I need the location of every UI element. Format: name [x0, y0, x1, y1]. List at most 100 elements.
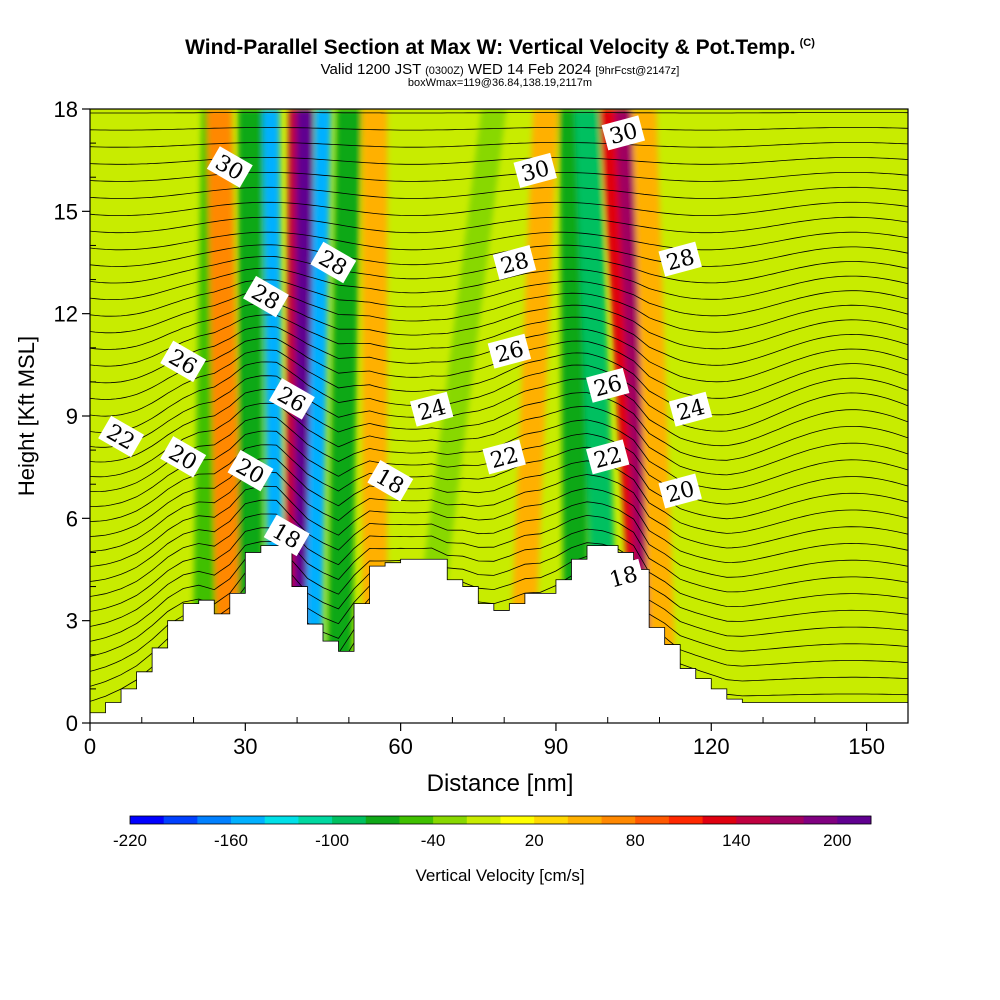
y-axis-title: Height [Kft MSL]: [14, 336, 39, 496]
contour-label-bg: [268, 378, 315, 420]
theta-contour-line: [90, 142, 908, 148]
colorbar-swatch: [500, 816, 535, 824]
theta-contour-line: [90, 568, 908, 657]
theta-contour-line: [90, 361, 908, 434]
theta-contour-line: [90, 402, 908, 478]
theta-contour-line: [90, 349, 908, 417]
y-tick-label: 3: [66, 609, 78, 634]
theta-contour-line: [90, 291, 908, 334]
colorbar-swatch: [399, 816, 434, 824]
contour-label-bg: [160, 340, 207, 383]
contour-label: 24: [668, 391, 713, 427]
colorbar-swatch: [130, 816, 165, 824]
terrain: [90, 545, 908, 723]
theta-contour-line: [90, 375, 908, 448]
colorbar-label: Vertical Velocity [cm/s]: [415, 866, 584, 885]
colorbar-swatch: [163, 816, 198, 824]
valid-time: Valid 1200 JST: [320, 61, 421, 78]
contour-label-bg: [263, 514, 310, 557]
colorbar-swatch: [601, 816, 636, 824]
theta-contour-line: [90, 216, 908, 234]
contour-label-bg: [585, 439, 630, 475]
contour-label: 20: [160, 436, 207, 478]
colorbar-swatch: [702, 816, 737, 824]
theta-contour-line: [90, 554, 908, 642]
colorbar-swatch: [567, 816, 602, 824]
colorbar-swatch: [264, 816, 299, 824]
colorbar-swatch: [466, 816, 501, 824]
theta-contour-line: [90, 314, 908, 367]
contour-label-bg: [601, 115, 646, 151]
colorbar-swatch: [803, 816, 838, 824]
y-tick-label: 6: [66, 506, 78, 531]
title-copyright-tag: (C): [799, 37, 815, 49]
contour-label-bg: [160, 436, 207, 478]
colorbar-tick-label: 20: [525, 831, 544, 850]
colorbar-tick-label: -220: [113, 831, 147, 850]
theta-contour-line: [90, 485, 908, 567]
contour-label-bg: [585, 367, 630, 403]
chart-title: Wind-Parallel Section at Max W: Vertical…: [0, 36, 1000, 60]
colorbar-tick-label: 80: [626, 831, 645, 850]
colorbar-swatch: [365, 816, 400, 824]
colorbar-frame: [129, 815, 872, 825]
colorbar-swatch: [433, 816, 468, 824]
contour-label: 22: [482, 439, 526, 475]
contour-label-bg: [487, 333, 532, 369]
colorbar-swatch: [298, 816, 333, 824]
colorbar-tick-label: 200: [823, 831, 851, 850]
y-tick-label: 9: [66, 404, 78, 429]
theta-contour-line: [90, 127, 908, 131]
x-tick-label: 0: [84, 734, 96, 759]
contour-label-bg: [658, 241, 702, 277]
colorbar-swatch: [197, 816, 232, 824]
contour-label-bg: [367, 460, 414, 502]
colorbar-swatch: [332, 816, 367, 824]
theta-contour-line: [90, 527, 908, 612]
chart-subtitle: Valid 1200 JST (0300Z) WED 14 Feb 2024 […: [0, 61, 1000, 78]
x-tick-label: 60: [388, 734, 412, 759]
x-tick-label: 150: [848, 734, 885, 759]
contour-label-bg: [492, 245, 537, 280]
colorbar-tick-label: 140: [722, 831, 750, 850]
contour-label: 28: [658, 241, 702, 277]
contour-label-bg: [98, 415, 145, 458]
colorbar-swatch: [736, 816, 771, 824]
theta-contour-line: [90, 513, 908, 597]
y-tick-label: 18: [54, 97, 78, 122]
theta-contour-line: [90, 499, 908, 582]
colorbar-tick-label: -100: [315, 831, 349, 850]
contour-label-bg: [513, 152, 557, 188]
colorbar-tick-label: -160: [214, 831, 248, 850]
theta-contour-line: [90, 267, 908, 300]
theta-contour-line: [90, 231, 908, 251]
colorbar-swatch: [837, 816, 872, 824]
contour-label-bg: [227, 449, 274, 492]
x-tick-label: 120: [693, 734, 730, 759]
theta-contour-line: [90, 244, 908, 267]
valid-date: WED 14 Feb 2024: [467, 61, 592, 78]
contour-label-bg: [310, 241, 357, 284]
contour-label-bg: [482, 439, 526, 475]
contour-label-bg: [658, 473, 702, 509]
contour-label: 20: [658, 473, 702, 509]
theta-contour-line: [90, 444, 908, 522]
y-tick-label: 0: [66, 711, 78, 736]
contour-label-bg: [601, 558, 646, 594]
contour-label: 18: [601, 558, 646, 594]
terrain-profile: [90, 545, 908, 723]
x-tick-label: 30: [233, 734, 257, 759]
y-tick-label: 15: [54, 199, 78, 224]
contour-label-bg: [409, 391, 454, 427]
contour-label-bg: [668, 391, 713, 427]
colorbar-tick-label: -40: [421, 831, 446, 850]
colorbar-swatch: [231, 816, 266, 824]
contour-label: 30: [601, 115, 646, 151]
contour-label-bg: [243, 275, 289, 318]
velocity-band: [631, 109, 678, 723]
x-axis-title: Distance [nm]: [427, 770, 574, 797]
x-tick-label: 90: [544, 734, 568, 759]
theta-contour-line: [90, 186, 908, 199]
